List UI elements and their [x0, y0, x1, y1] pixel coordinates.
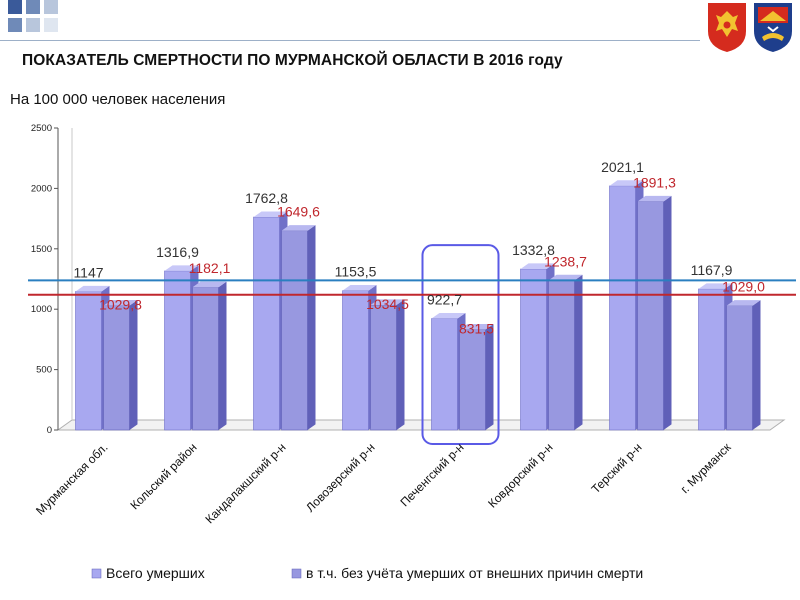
category-label: Ловозерский р-н: [303, 440, 377, 514]
value-label-all: 922,7: [427, 292, 462, 308]
bar-excl-4-top: [459, 323, 494, 330]
legend-label: в т.ч. без учёта умерших от внешних прич…: [306, 565, 643, 581]
value-label-all: 1316,9: [156, 244, 199, 260]
value-label-all: 1153,5: [335, 264, 377, 280]
bar-all-7-top: [698, 283, 733, 289]
bar-excl-0-side: [129, 300, 138, 430]
bar-excl-6: [637, 195, 672, 431]
bar-excl-0-top: [103, 300, 138, 306]
bar-all-5-front: [520, 268, 547, 431]
value-label-excl: 1649,6: [277, 204, 320, 220]
value-label-excl: 1891,3: [633, 175, 676, 191]
bar-excl-3-top: [370, 299, 405, 306]
bar-excl-6-side: [663, 195, 672, 430]
bar-excl-4: [459, 323, 494, 431]
category-label: Ковдорский р-н: [485, 440, 555, 510]
bar-excl-6-top: [637, 195, 672, 202]
bar-excl-2-side: [307, 225, 316, 430]
category-label: Кандалакшский р-н: [202, 440, 288, 526]
bar-excl-5: [548, 274, 583, 431]
bar-excl-1-top: [192, 281, 227, 288]
bar-all-4-front: [431, 318, 458, 431]
bar-excl-2-top: [281, 225, 316, 231]
bar-all-0-front: [75, 291, 102, 431]
bar-all-0-top: [75, 285, 110, 292]
y-tick-label: 2500: [31, 123, 52, 134]
bar-excl-3-front: [370, 304, 397, 431]
bar-excl-4-front: [459, 329, 486, 431]
decorative-squares: [0, 0, 80, 40]
bar-all-6-front: [609, 185, 636, 431]
bar-excl-3-side: [396, 299, 405, 430]
category-label: Терский р-н: [589, 440, 645, 496]
y-tick-label: 2000: [31, 183, 52, 194]
y-tick-label: 0: [47, 425, 52, 436]
bar-all-5-top: [520, 263, 555, 269]
bar-excl-1-side: [218, 281, 227, 430]
bar-excl-0: [103, 300, 138, 431]
bar-all-7-front: [698, 288, 725, 431]
page-title: ПОКАЗАТЕЛЬ СМЕРТНОСТИ ПО МУРМАНСКОЙ ОБЛА…: [22, 52, 563, 69]
value-label-excl: 1029,8: [99, 297, 142, 313]
page-subtitle: На 100 000 человек населения: [10, 91, 226, 108]
murmansk-oblast-coat-of-arms-icon: [754, 3, 792, 52]
bar-excl-2-front: [281, 230, 308, 431]
bar-excl-1: [192, 281, 227, 431]
bar-excl-7-top: [726, 300, 761, 306]
bar-excl-5-side: [574, 274, 583, 430]
bar-all-4-top: [431, 312, 466, 319]
bar-all-3-top: [342, 285, 377, 291]
bar-all-1-top: [164, 265, 199, 271]
value-label-excl: 831,5: [459, 321, 494, 337]
bars: [75, 180, 761, 445]
bar-all-2-top: [253, 211, 288, 218]
bar-all-2-front: [253, 216, 280, 431]
bar-excl-1-front: [192, 286, 219, 431]
legend-label: Всего умерших: [106, 565, 205, 581]
value-label-all: 1167,9: [691, 262, 733, 278]
category-label: Мурманская обл.: [33, 440, 110, 517]
mortality-bar-chart: 0 500 1000 1500 2000 2500 1147 1029,8 1316,9118…: [28, 123, 796, 581]
y-tick-label: 1500: [31, 244, 52, 255]
bar-all-6-top: [609, 180, 644, 186]
bar-excl-2: [281, 225, 316, 431]
legend-swatch: [291, 568, 302, 579]
bar-excl-0-front: [103, 305, 130, 431]
highlight-frame: [421, 244, 500, 445]
category-labels: Мурманская обл. Кольский район Кандалакшск…: [33, 440, 734, 527]
value-label-all: 1762,8: [245, 190, 288, 206]
category-label: Печенгский р-н: [397, 440, 466, 509]
value-label-all: 1147: [73, 264, 103, 280]
category-label: г. Мурманск: [678, 440, 734, 496]
value-label-excl: 1238,7: [544, 253, 587, 269]
chart-frame: 0 500 1000 1500 2000 2500: [31, 123, 786, 436]
category-label: Кольский район: [127, 440, 199, 512]
value-label-all: 1332,8: [512, 242, 555, 258]
value-label-excl: 1182,1: [189, 260, 231, 276]
header-divider: [0, 40, 700, 41]
reference-lines: [28, 279, 796, 296]
legend-swatch: [91, 568, 102, 579]
bar-excl-5-front: [548, 280, 575, 431]
bar-excl-7: [726, 300, 761, 431]
russia-coat-of-arms-icon: [708, 3, 746, 52]
bar-excl-3: [370, 299, 405, 431]
value-label-excl: 1034,5: [366, 296, 409, 312]
bar-all-1-front: [164, 270, 191, 431]
bar-excl-4-side: [485, 323, 494, 430]
bar-excl-7-side: [752, 300, 761, 430]
legend: Всего умерших в т.ч. без учёта умерших от…: [91, 565, 643, 581]
value-label-excl: 1029,0: [722, 279, 765, 295]
bar-excl-6-front: [637, 201, 664, 431]
bar-excl-5-top: [548, 274, 583, 281]
bar-all-3-front: [342, 290, 369, 431]
y-tick-label: 500: [36, 365, 52, 376]
value-label-all: 2021,1: [601, 159, 644, 175]
bar-excl-7-front: [726, 305, 753, 431]
y-tick-label: 1000: [31, 304, 52, 315]
